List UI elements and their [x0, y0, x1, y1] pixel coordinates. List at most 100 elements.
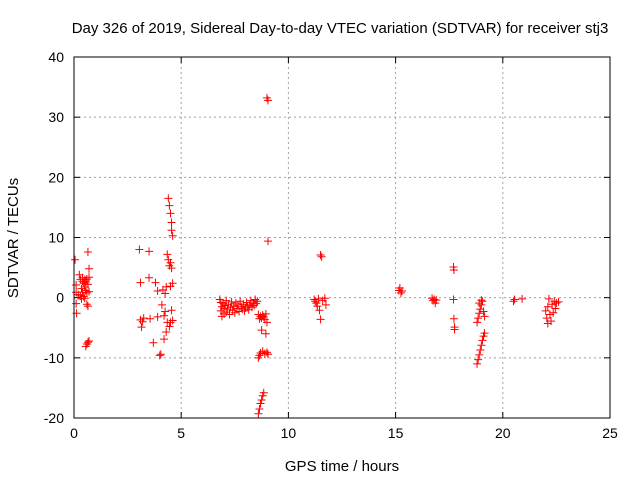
data-point [83, 302, 92, 311]
data-point [545, 310, 554, 319]
data-point [145, 273, 154, 282]
x-axis-tick-labels: 0 5 10 15 20 25 [70, 425, 618, 441]
data-point [167, 264, 176, 273]
data-point [477, 341, 486, 350]
data-point [259, 388, 268, 397]
data-point [153, 312, 162, 321]
data-point [254, 409, 263, 418]
data-point [254, 310, 263, 319]
data-point [477, 296, 486, 305]
data-point [135, 245, 144, 254]
data-point [139, 314, 148, 323]
data-point [220, 309, 229, 318]
x-tick-label: 5 [177, 425, 185, 441]
data-point [449, 265, 458, 274]
data-point [241, 303, 250, 312]
data-point [225, 310, 234, 319]
data-point [83, 338, 92, 347]
data-point [314, 294, 323, 303]
data-point [137, 323, 146, 332]
data-point [480, 312, 489, 321]
data-point [167, 218, 176, 227]
data-point [475, 309, 484, 318]
data-point [216, 298, 225, 307]
data-point [217, 302, 226, 311]
data-point [164, 194, 173, 203]
data-point [262, 318, 271, 327]
y-tick-label: -20 [44, 410, 64, 426]
data-point [475, 350, 484, 359]
data-point [430, 295, 439, 304]
data-point [85, 287, 94, 296]
data-point [250, 301, 259, 310]
data-point [478, 336, 487, 345]
data-point [473, 359, 482, 368]
grid-lines [74, 57, 610, 418]
data-point [478, 297, 487, 306]
data-point [474, 314, 483, 323]
data-point [145, 247, 154, 256]
data-point [146, 314, 155, 323]
data-point [432, 296, 441, 305]
data-point [234, 300, 243, 309]
data-point [83, 247, 92, 256]
data-point [82, 275, 91, 284]
data-point [450, 325, 459, 334]
data-point [83, 280, 92, 289]
x-tick-label: 20 [495, 425, 511, 441]
data-point [313, 302, 322, 311]
y-tick-label: -10 [44, 350, 64, 366]
data-point [480, 329, 489, 338]
data-point [509, 297, 518, 306]
data-point [166, 318, 175, 327]
data-point [80, 294, 89, 303]
data-point [396, 288, 405, 297]
data-point [315, 306, 324, 315]
data-point [510, 295, 519, 304]
data-point [231, 299, 240, 308]
data-point [262, 348, 271, 357]
data-point [550, 297, 559, 306]
data-point [156, 350, 165, 359]
data-point [541, 306, 550, 315]
data-point [165, 201, 174, 210]
data-point [256, 399, 265, 408]
data-point [74, 290, 83, 299]
data-point [222, 296, 231, 305]
scatter-points [71, 93, 563, 418]
chart-title: Day 326 of 2019, Sidereal Day-to-day VTE… [72, 20, 609, 37]
data-point [162, 282, 171, 291]
data-point [166, 258, 175, 267]
data-point [85, 273, 94, 282]
data-point [223, 305, 232, 314]
data-point [542, 314, 551, 323]
data-point [163, 250, 172, 259]
data-point [552, 299, 561, 308]
x-tick-label: 15 [388, 425, 404, 441]
data-point [162, 327, 171, 336]
data-point [136, 278, 145, 287]
data-point [398, 287, 407, 296]
data-point [310, 295, 319, 304]
data-point [261, 309, 270, 318]
data-point [168, 279, 177, 288]
plot-frame [73, 56, 611, 419]
x-tick-label: 25 [602, 425, 618, 441]
data-point [518, 294, 527, 303]
data-point [72, 299, 81, 308]
data-point [78, 288, 87, 297]
data-point [77, 284, 86, 293]
x-tick-label: 10 [281, 425, 297, 441]
data-point [161, 307, 170, 316]
data-point [260, 349, 269, 358]
data-point [261, 329, 270, 338]
data-point [165, 322, 174, 331]
data-point [85, 336, 94, 345]
data-point [473, 318, 482, 327]
y-axis-label: SDTVAR / TECUs [5, 178, 22, 298]
data-point [264, 350, 273, 359]
data-point [449, 295, 458, 304]
data-point [168, 316, 177, 325]
data-point [449, 314, 458, 323]
